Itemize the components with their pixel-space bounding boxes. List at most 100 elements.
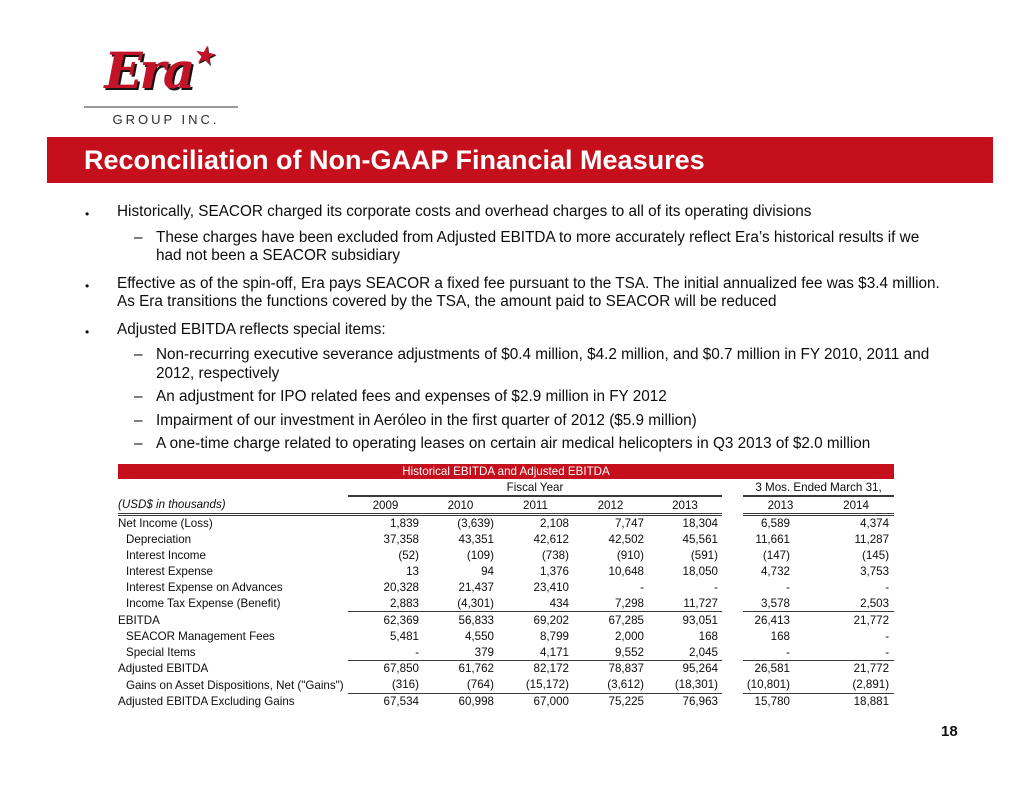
year-header: 2009 [348,496,423,516]
value-cell: - [818,644,895,662]
value-cell: 4,732 [760,565,790,579]
dash-marker: – [134,435,143,452]
value-cell: (109) [466,549,494,563]
column-gap [722,628,743,644]
value-cell: 42,502 [608,533,644,547]
value-cell: 62,369 [383,613,419,627]
bullet-text: Historically, SEACOR charged its corpora… [117,203,812,220]
value-cell: 18,881 [853,695,890,709]
year-header: 2011 [498,496,573,516]
value-cell: 1,839 [389,517,419,531]
value-cell: 78,837 [608,662,644,676]
table-row: Net Income (Loss) 1,839 (3,639) 2,108 7,747 1… [118,515,894,532]
logo-subtitle: GROUP INC. [112,112,220,127]
bullet-item: • Adjusted EBITDA reflects special items: [85,321,947,342]
value-cell: 60,998 [458,695,494,709]
table-row: Depreciation 37,358 43,351 42,612 42,502 45,5… [118,532,894,548]
value-cell: 21,772 [853,662,890,676]
bullet-text: These charges have been excluded from Ad… [156,228,920,265]
table-row: Interest Income (52) (109) (738) (910) (591) (… [118,548,894,564]
table-row: Interest Expense on Advances 20,328 21,437… [118,580,894,596]
column-gap [722,595,743,611]
column-gap [722,532,743,548]
column-gap [722,612,743,628]
value-cell: (10,801) [743,676,818,694]
value-cell: 11,661 [755,533,790,547]
row-label: Special Items [126,645,196,659]
value-cell: 8,799 [539,629,569,643]
sub-bullet-item: – A one-time charge related to operating … [134,435,947,454]
value-cell: - [714,581,718,594]
row-label: Net Income (Loss) [118,517,213,531]
bullet-text: A one-time charge related to operating l… [156,435,871,452]
row-label: Interest Expense on Advances [126,581,283,594]
value-cell: 168 [698,629,718,643]
star-icon: ★ [191,38,221,72]
value-cell: - [348,644,423,662]
value-cell: (2,891) [818,676,895,694]
row-label: Depreciation [126,533,192,547]
value-cell: (591) [690,549,718,563]
column-gap [722,693,743,709]
year-header: 2010 [423,496,498,516]
value-cell: - [743,644,818,662]
value-cell: 2,503 [818,595,895,613]
table-row: Special Items -379 4,171 9,552 2,045- - [118,644,895,662]
row-label: Interest Expense [126,565,214,579]
value-cell: (147) [762,549,790,563]
column-gap [722,564,743,580]
value-cell: (316) [348,676,423,694]
value-cell: 20,328 [383,581,419,594]
value-cell: 11,727 [648,595,722,613]
value-cell: 26,581 [754,662,790,676]
value-cell: 93,051 [682,613,718,627]
bullet-marker: • [85,278,90,293]
dash-marker: – [134,388,143,405]
value-cell: 95,264 [682,662,718,676]
page-number: 18 [941,723,958,740]
value-cell: 13 [406,565,419,579]
value-cell: 2,883 [348,595,423,613]
value-cell: - [786,581,790,594]
table-title-row: Historical EBITDA and Adjusted EBITDA [118,464,895,479]
value-cell: 168 [770,629,790,643]
value-cell: 67,850 [383,662,419,676]
value-cell: 379 [423,644,498,662]
bullet-item: • Effective as of the spin-off, Era pays … [85,275,947,312]
table-row: Adjusted EBITDA 67,850 61,762 82,172 78,837 9… [118,661,894,677]
value-cell: (3,612) [573,676,648,694]
value-cell: 2,000 [614,629,644,643]
row-label: SEACOR Management Fees [126,629,275,643]
value-cell: (738) [541,549,569,563]
value-cell: 26,413 [754,613,790,627]
value-cell: 6,589 [760,517,790,531]
value-cell: 43,351 [458,533,494,547]
value-cell: (145) [862,549,890,563]
value-cell: 42,612 [533,533,569,547]
bullet-text: An adjustment for IPO related fees and e… [156,388,667,405]
units-label: (USD$ in thousands) [118,496,348,516]
value-cell: 5,481 [389,629,419,643]
table-row: EBITDA 62,369 56,833 69,202 67,285 93,051 26,4… [118,612,894,628]
value-cell: 9,552 [573,644,648,662]
table-year-header-row: (USD$ in thousands) 2009 2010 2011 2012 … [118,496,895,516]
value-cell: 4,374 [860,517,890,531]
row-label: Income Tax Expense (Benefit) [126,597,281,611]
table-group-header-row: Fiscal Year 3 Mos. Ended March 31, [118,479,895,497]
table-row: Gains on Asset Dispositions, Net ("Gains… [118,676,895,694]
column-gap [722,548,743,564]
value-cell: 37,358 [383,533,419,547]
bullet-list: • Historically, SEACOR charged its corpor… [85,194,947,454]
row-label: Adjusted EBITDA Excluding Gains [118,694,295,708]
sub-bullet-item: – Impairment of our investment in Aeróleo… [134,412,947,431]
column-gap [722,580,743,596]
value-cell: 3,578 [743,595,818,613]
sub-bullet-item: – Non-recurring executive severance adjus… [134,346,947,383]
bullet-text: Non-recurring executive severance adjust… [156,346,930,382]
era-group-logo: Era★ GROUP INC. [84,38,238,127]
value-cell: 61,762 [458,662,494,676]
value-cell: 45,561 [682,533,718,547]
row-label: Interest Income [126,549,206,563]
value-cell: (18,301) [648,676,722,694]
slide-title: Reconciliation of Non-GAAP Financial Mea… [84,144,705,175]
